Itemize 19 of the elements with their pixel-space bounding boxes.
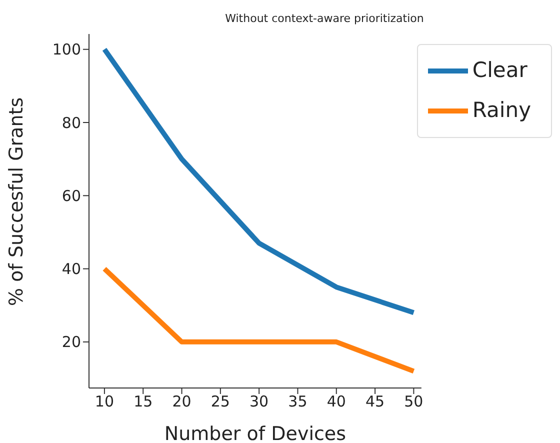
x-tick-label: 30 (250, 392, 269, 411)
x-tick-label: 20 (172, 392, 192, 411)
x-tick-label: 25 (210, 392, 230, 411)
x-tick-label: 50 (404, 392, 424, 411)
y-axis-title: % of Succesful Grants (6, 97, 28, 306)
x-axis-title: Number of Devices (164, 423, 346, 443)
y-tick-label: 80 (62, 114, 81, 132)
x-tick-label: 40 (326, 392, 346, 411)
x-tick-label: 35 (288, 392, 308, 411)
x-tick-label: 15 (134, 392, 153, 411)
y-tick-label: 60 (62, 186, 81, 205)
chart-title: Without context-aware prioritization (224, 12, 425, 25)
y-tick-label: 40 (62, 260, 81, 278)
legend-label: Clear (472, 58, 528, 82)
y-tick-label: 100 (52, 40, 81, 59)
legend-label: Rainy (472, 98, 531, 122)
x-tick-label: 45 (365, 392, 385, 411)
y-tick-label: 20 (62, 333, 81, 352)
x-tick-label: 10 (94, 392, 114, 411)
